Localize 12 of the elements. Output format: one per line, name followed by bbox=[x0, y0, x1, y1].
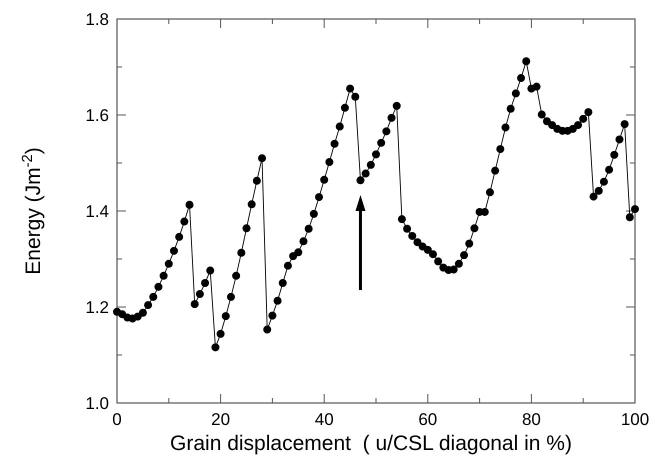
y-tick-label: 1.4 bbox=[85, 202, 109, 221]
y-tick-label: 1.8 bbox=[85, 10, 109, 29]
x-axis-title: Grain displacement ( u/CSL diagonal in %) bbox=[170, 432, 572, 455]
x-tick-label: 0 bbox=[112, 410, 122, 429]
x-tick-label: 60 bbox=[418, 410, 438, 429]
x-tick-label: 100 bbox=[620, 410, 650, 429]
y-tick-label: 1.6 bbox=[85, 106, 109, 125]
y-tick-label: 1.2 bbox=[85, 298, 109, 317]
x-tick-label: 40 bbox=[314, 410, 334, 429]
x-tick-label: 20 bbox=[211, 410, 230, 429]
y-tick-label: 1.0 bbox=[85, 394, 109, 413]
x-tick-label: 80 bbox=[522, 410, 541, 429]
